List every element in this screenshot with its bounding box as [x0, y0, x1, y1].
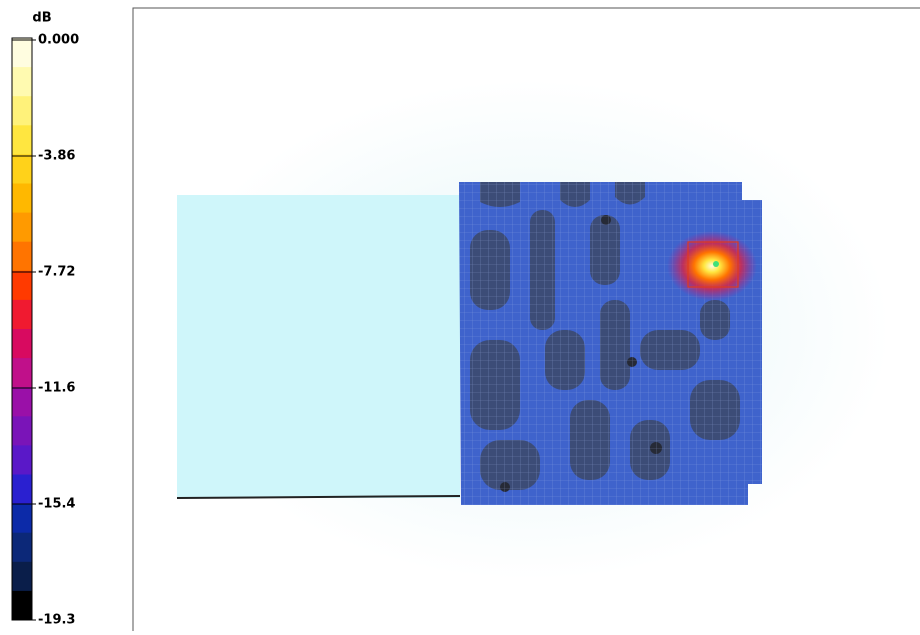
color-band — [12, 387, 32, 417]
color-band — [12, 125, 32, 155]
phantom-region — [177, 195, 460, 498]
peak-box — [687, 241, 739, 288]
colorbar: 0.000 -3.86 -7.72 -11.6 -15.4 -19.3 — [11, 33, 79, 628]
color-band — [12, 474, 32, 505]
color-band — [12, 561, 32, 592]
colorbar-tick-label: -19.3 — [38, 613, 75, 628]
colorbar-tick-label: -3.86 — [38, 149, 75, 164]
color-band — [12, 590, 32, 621]
color-band — [12, 212, 32, 243]
color-band — [12, 358, 32, 388]
color-band — [12, 183, 32, 214]
color-band — [12, 416, 32, 446]
hotspot — [667, 231, 757, 301]
color-band — [12, 96, 32, 126]
color-band — [12, 532, 32, 563]
colorbar-tick-label: 0.000 — [38, 33, 79, 48]
color-band — [12, 299, 32, 330]
color-band — [12, 503, 32, 534]
color-band — [12, 67, 32, 97]
color-band — [12, 154, 32, 184]
color-band — [12, 241, 32, 272]
viewport — [132, 7, 920, 631]
color-band — [12, 445, 32, 475]
color-band — [12, 329, 32, 359]
colorbar-tick-label: -15.4 — [38, 497, 75, 512]
color-band — [12, 38, 32, 68]
colorbar-tick-label: -7.72 — [38, 265, 75, 280]
unit-label: dB — [32, 11, 51, 26]
colorbar-tick-label: -11.6 — [38, 381, 75, 396]
color-band — [12, 270, 32, 301]
